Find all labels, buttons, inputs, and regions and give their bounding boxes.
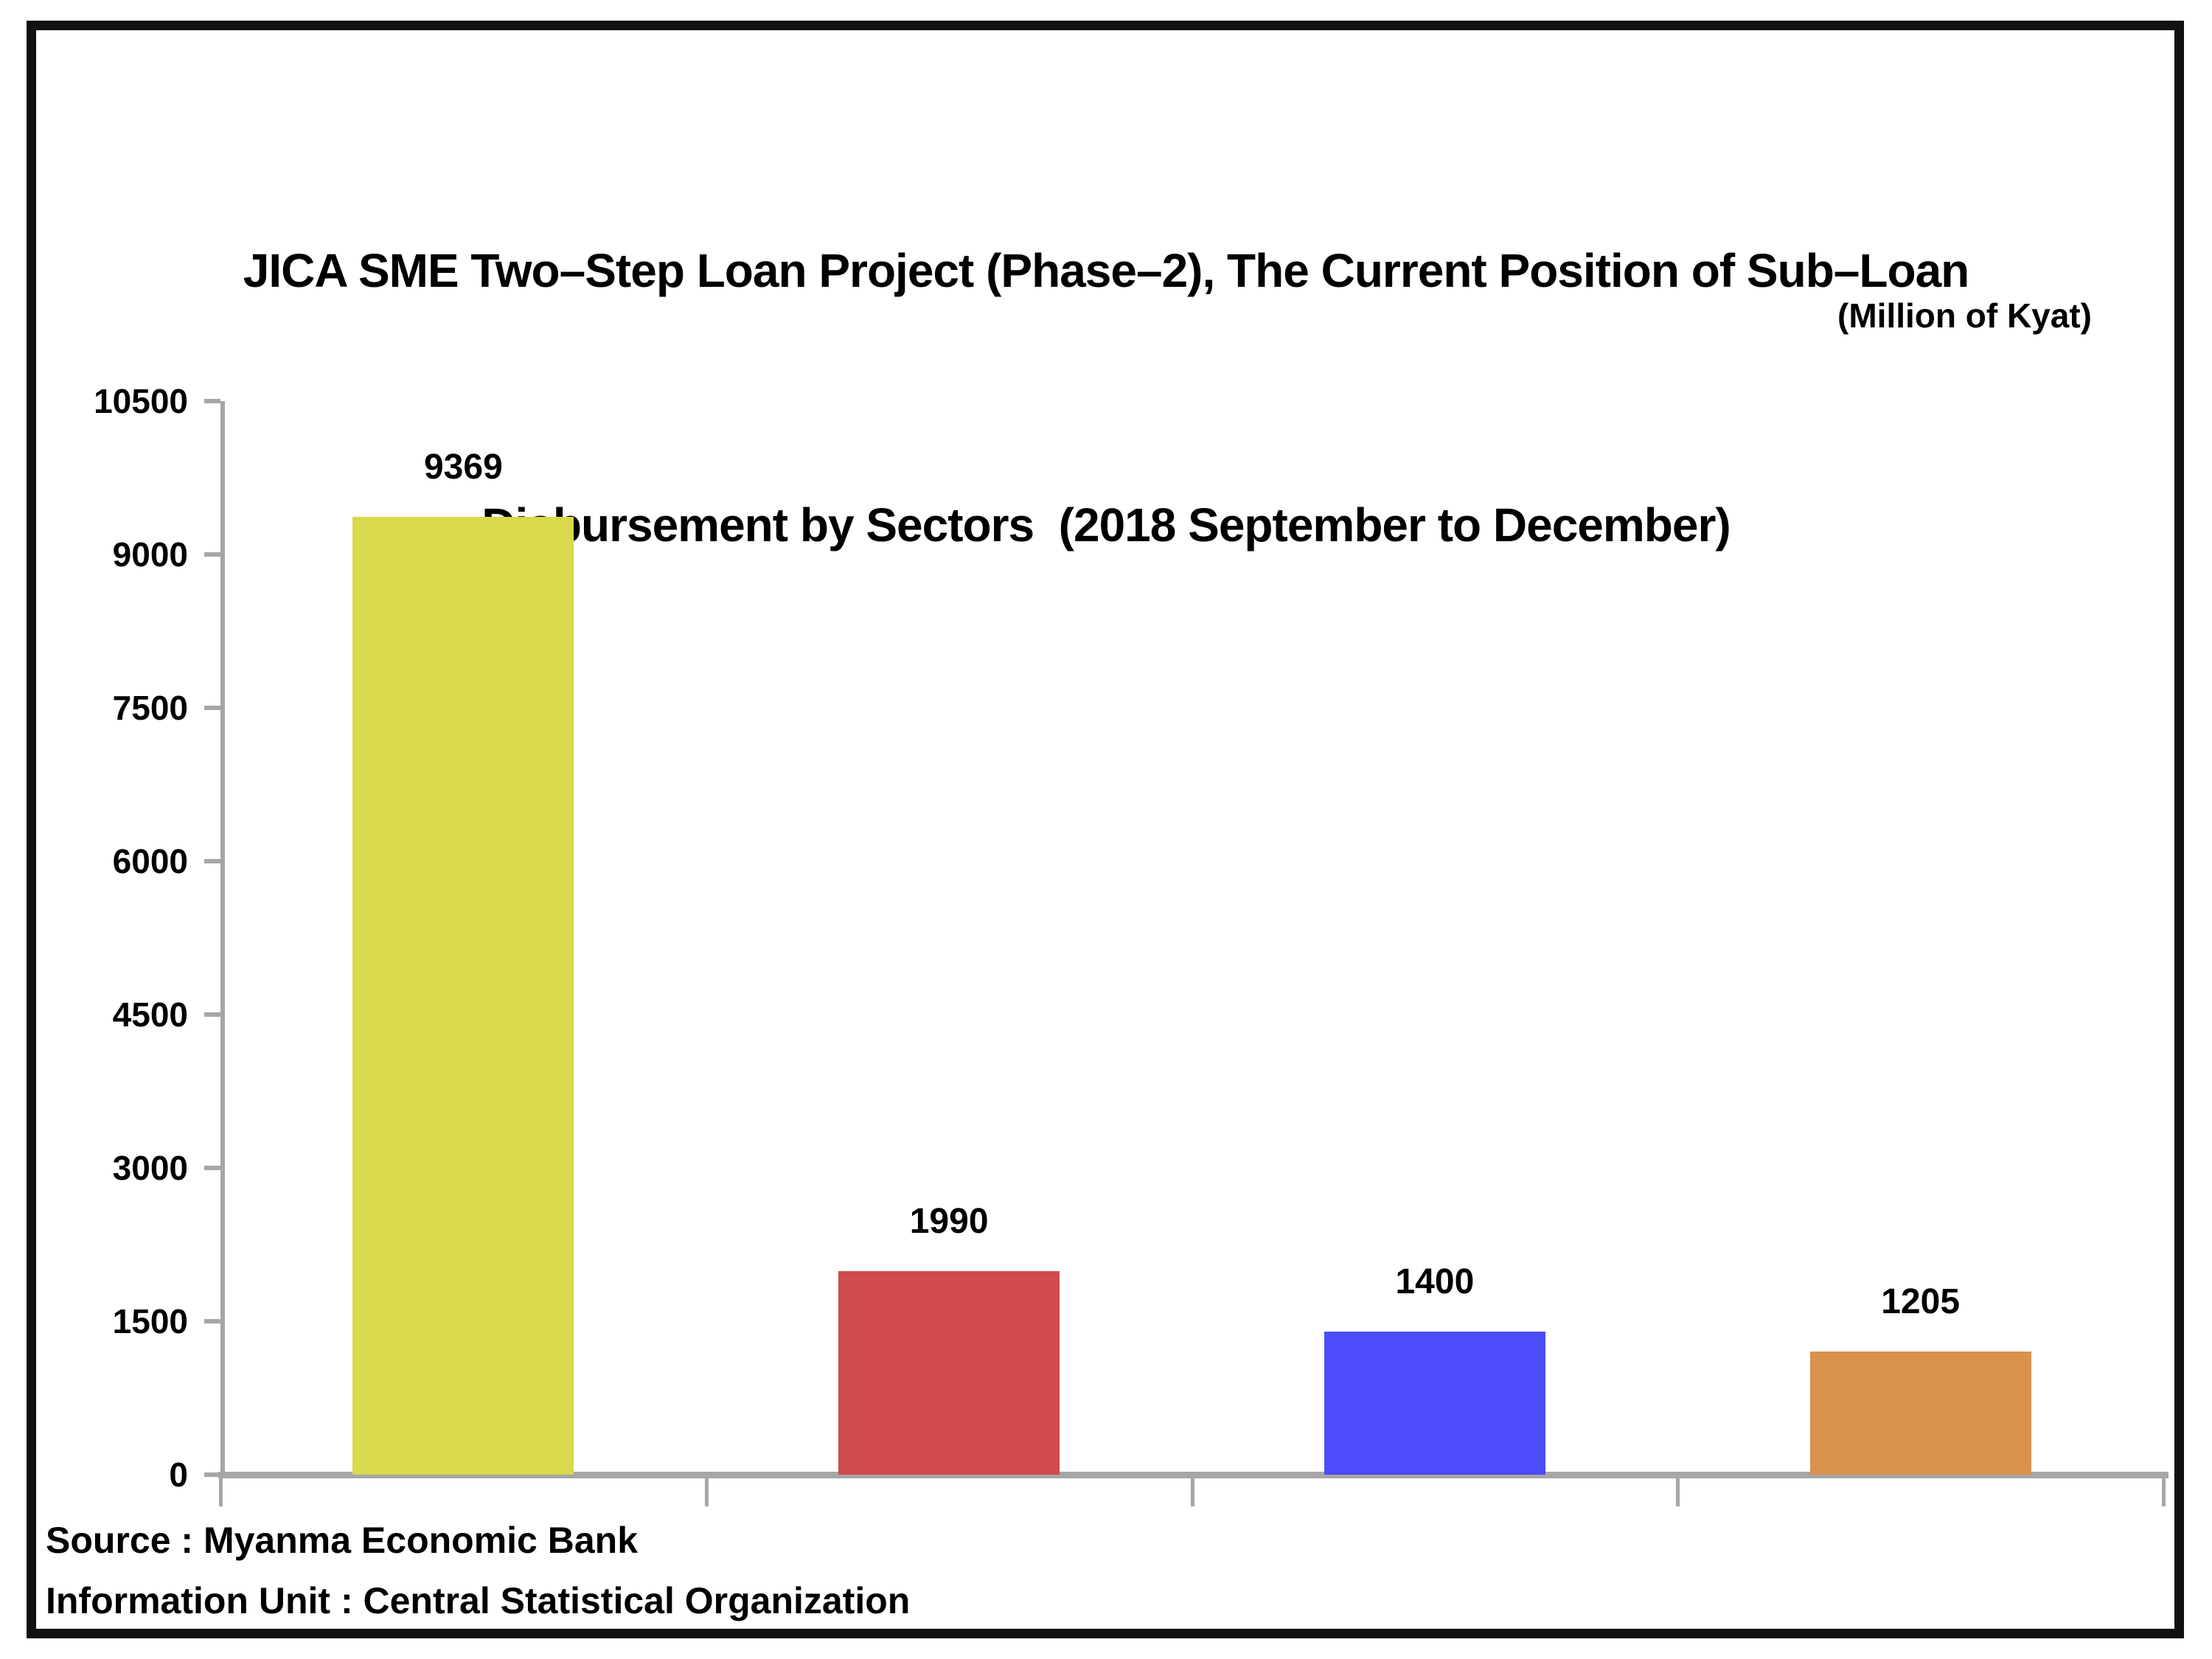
y-axis-line: [220, 401, 225, 1476]
bar: [1809, 1352, 2031, 1475]
y-axis-tick-label: 10500: [94, 382, 188, 420]
y-axis-tick: [204, 1166, 220, 1170]
y-axis-tick-label: 7500: [112, 689, 188, 727]
y-axis-tick: [204, 1472, 220, 1477]
y-axis-tick-label: 1500: [112, 1302, 188, 1340]
y-axis-tick-label: 9000: [112, 535, 188, 574]
y-axis-tick: [204, 1012, 220, 1017]
bar-value-label: 9369: [423, 448, 503, 487]
chart-title-line-1: JICA SME Two–Step Loan Project (Phase–2)…: [243, 244, 1970, 297]
bar: [352, 517, 574, 1475]
chart-title-line-2: Disbursement by Sectors (2018 September …: [481, 498, 1731, 552]
y-axis-tick-label: 6000: [112, 842, 188, 880]
y-axis-tick-label: 4500: [112, 995, 188, 1034]
y-axis-tick-label: 0: [169, 1455, 188, 1494]
source-text: Source : Myanma Economic Bank: [46, 1520, 639, 1561]
y-axis-tick: [204, 859, 220, 863]
y-axis-tick: [204, 706, 220, 710]
bar-value-label: 1205: [1881, 1282, 1961, 1321]
y-axis-tick: [204, 552, 220, 557]
bar: [1324, 1332, 1545, 1475]
footer: Source : Myanma Economic Bank Informatio…: [46, 1510, 910, 1631]
bar-value-label: 1400: [1395, 1262, 1475, 1301]
unit-label: (Million of Kyat): [1837, 296, 2092, 335]
y-axis-tick-label: 3000: [112, 1149, 188, 1187]
chart-title: JICA SME Two–Step Loan Project (Phase–2)…: [52, 59, 2160, 653]
x-axis-tick: [219, 1478, 223, 1506]
x-axis-tick: [1190, 1478, 1194, 1506]
x-axis-tick: [1676, 1478, 1680, 1506]
bar-value-label: 1990: [909, 1202, 989, 1241]
x-axis-tick: [704, 1478, 709, 1506]
information-unit-text: Information Unit : Central Statistical O…: [46, 1580, 911, 1621]
y-axis-tick: [204, 399, 220, 403]
x-axis-tick: [2162, 1478, 2166, 1506]
x-axis-line: [218, 1472, 2168, 1478]
bar: [838, 1271, 1060, 1475]
y-axis-tick: [204, 1319, 220, 1324]
